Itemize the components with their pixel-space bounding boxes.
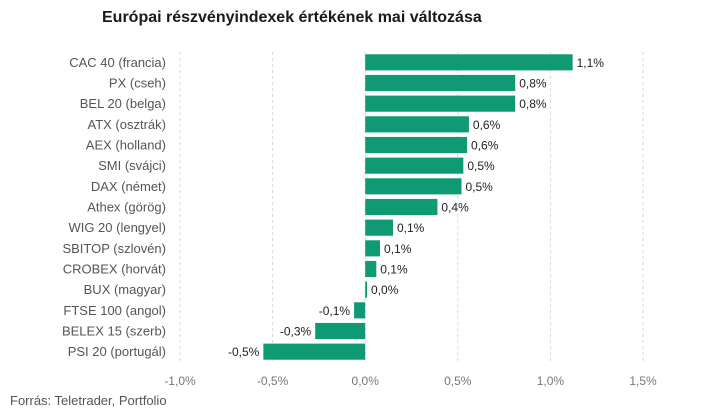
bar — [365, 281, 368, 298]
category-label: AEX (holland) — [86, 138, 166, 153]
value-label: -0,1% — [319, 304, 351, 318]
bar — [365, 116, 469, 133]
category-label: Athex (görög) — [87, 200, 166, 215]
bar — [365, 260, 377, 278]
category-label: CAC 40 (francia) — [69, 55, 166, 70]
value-label: -0,5% — [228, 345, 260, 359]
category-label: BUX (magyar) — [84, 282, 166, 297]
value-label: 0,0% — [371, 283, 399, 297]
chart-title: Európai részvényindexek értékének mai vá… — [102, 9, 482, 26]
x-tick-label: 1,0% — [537, 374, 565, 388]
bar — [365, 157, 464, 174]
category-label: DAX (német) — [91, 179, 166, 194]
x-tick-label: -0,5% — [257, 374, 289, 388]
x-tick-label: 0,5% — [444, 374, 472, 388]
value-label: 0,5% — [466, 180, 494, 194]
bar — [365, 95, 516, 112]
category-label: FTSE 100 (angol) — [63, 303, 166, 318]
category-label: SBITOP (szlovén) — [62, 241, 166, 256]
category-label: WIG 20 (lengyel) — [68, 220, 166, 235]
bar — [365, 219, 393, 236]
category-label: BEL 20 (belga) — [80, 96, 166, 111]
x-tick-label: 0,0% — [352, 374, 380, 388]
bar — [354, 302, 366, 319]
category-label: CROBEX (horvát) — [63, 262, 166, 277]
value-label: 0,1% — [384, 242, 412, 256]
value-label: 0,8% — [519, 97, 547, 111]
category-label: ATX (osztrák) — [88, 117, 167, 132]
bar — [365, 74, 516, 92]
bar — [365, 54, 573, 71]
value-label: 0,6% — [471, 139, 499, 153]
bar — [263, 343, 366, 360]
category-label: PX (cseh) — [109, 76, 166, 91]
bar — [365, 198, 438, 216]
value-label: 0,1% — [380, 263, 408, 277]
value-label: 0,8% — [519, 77, 547, 91]
category-label: BELEX 15 (szerb) — [62, 324, 166, 339]
value-label: 0,6% — [473, 118, 501, 132]
value-label: 0,5% — [467, 159, 495, 173]
category-label: SMI (svájci) — [98, 158, 166, 173]
bar — [365, 178, 462, 195]
bar — [315, 322, 366, 340]
x-tick-label: -1,0% — [164, 374, 196, 388]
value-label: -0,3% — [280, 325, 312, 339]
source-note: Forrás: Teletrader, Portfolio — [10, 393, 167, 408]
bar — [365, 240, 381, 257]
value-label: 0,4% — [441, 201, 469, 215]
x-tick-label: 1,5% — [629, 374, 657, 388]
bar — [365, 136, 468, 154]
category-label: PSI 20 (portugál) — [68, 344, 166, 359]
value-label: 1,1% — [577, 56, 605, 70]
value-label: 0,1% — [397, 221, 425, 235]
